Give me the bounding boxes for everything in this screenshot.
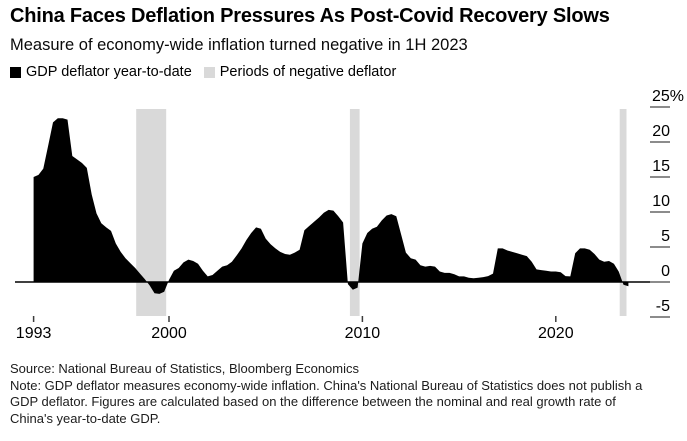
y-axis-label: -5 [656, 298, 670, 315]
legend: GDP deflator year-to-date Periods of neg… [10, 64, 396, 80]
x-axis-label: 2000 [151, 325, 187, 342]
negative-period-band [619, 109, 627, 316]
legend-label-deflator: GDP deflator year-to-date [26, 64, 192, 80]
x-axis-label: 1993 [16, 325, 52, 342]
y-axis-label: 0 [661, 263, 670, 280]
negative-period-band [349, 109, 360, 316]
chart-subtitle: Measure of economy-wide inflation turned… [10, 36, 468, 54]
y-axis-label: 15 [652, 158, 670, 175]
negative-period-bands [136, 109, 627, 316]
legend-swatch-gray-icon [203, 66, 215, 78]
x-axis-label: 2010 [345, 325, 381, 342]
source-text: Source: National Bureau of Statistics, B… [10, 361, 360, 376]
y-axis: 25% 20 15 10 5 0 -5 [650, 88, 684, 318]
x-axis-label: 2020 [538, 325, 574, 342]
legend-swatch-black-icon [10, 66, 21, 78]
y-axis-label: 10 [652, 193, 670, 210]
legend-item-deflator: GDP deflator year-to-date [10, 64, 192, 80]
legend-item-negative-periods: Periods of negative deflator [203, 64, 397, 80]
x-axis: 1993 2000 2010 2020 [16, 316, 574, 342]
chart-title: China Faces Deflation Pressures As Post-… [10, 5, 610, 27]
y-axis-label: 20 [652, 123, 670, 140]
deflator-area-chart: 25% 20 15 10 5 0 -5 1993 2000 2010 2020 [15, 88, 684, 342]
chart-footer: Source: National Bureau of Statistics, B… [10, 361, 658, 427]
deflator-area [33, 118, 629, 294]
y-axis-label: 25% [652, 88, 684, 105]
legend-label-negative-periods: Periods of negative deflator [219, 64, 397, 80]
note-text: Note: GDP deflator measures economy-wide… [10, 377, 643, 426]
y-axis-label: 5 [661, 228, 670, 245]
